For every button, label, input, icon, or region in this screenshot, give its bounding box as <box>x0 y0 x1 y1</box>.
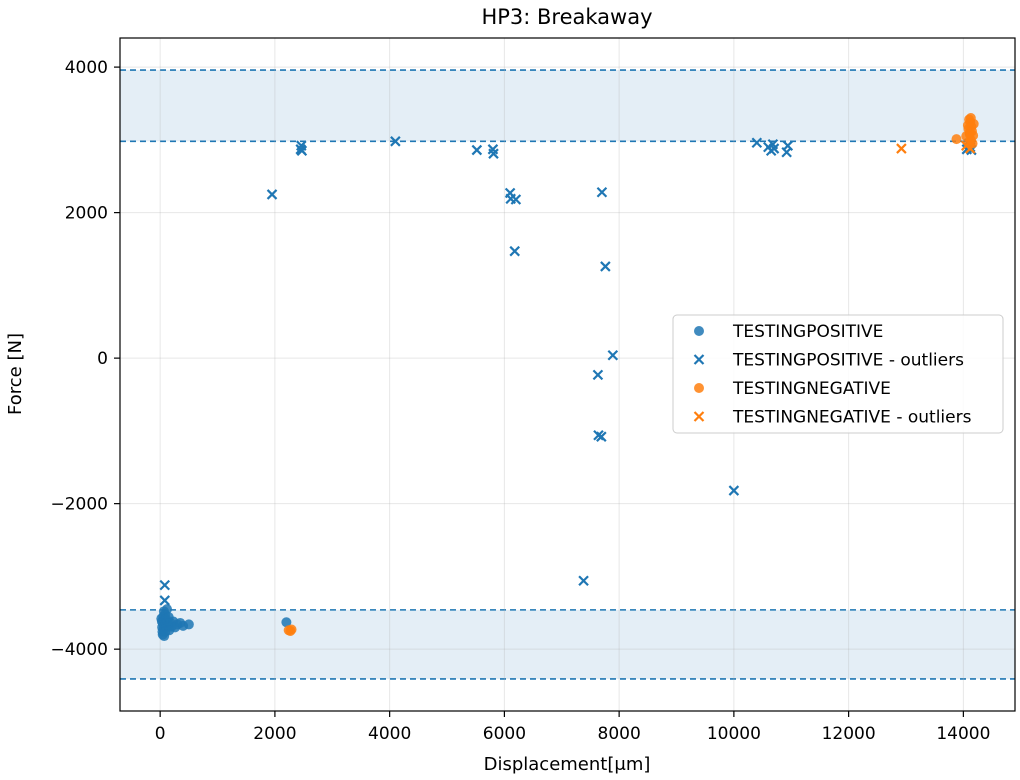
point-s1-15 <box>592 369 604 381</box>
point-s1-21 <box>728 485 740 496</box>
point-s1-17 <box>596 431 607 442</box>
point-s3-2 <box>964 143 976 154</box>
x-tick-label-4: 8000 <box>598 724 641 744</box>
point-s1-28 <box>782 140 794 151</box>
x-tick-label-7: 14000 <box>936 724 990 744</box>
x-tick-label-5: 10000 <box>707 724 761 744</box>
y-tick-label-4: 4000 <box>65 58 108 78</box>
x-axis-label: Displacement[μm] <box>484 754 651 775</box>
point-s1-26-stroke-b <box>768 143 780 154</box>
point-s1-27-stroke-b <box>781 146 792 158</box>
y-tick-label-3: 2000 <box>65 204 108 224</box>
axis-ticks: 0 2000 4000 6000 8000 10000 12000 14000 −4000 −20… <box>50 58 990 744</box>
point-s1-7-stroke-b <box>471 144 483 156</box>
point-s3-0 <box>896 143 907 154</box>
point-s1-22-stroke-b <box>751 137 763 149</box>
point-s0-17 <box>162 604 173 615</box>
y-tick-label-0: −4000 <box>50 640 108 660</box>
x-tick-label-1: 2000 <box>253 724 296 744</box>
point-s1-20-stroke-b <box>607 349 619 361</box>
point-s2-3 <box>951 134 962 145</box>
legend-marker-1 <box>693 354 705 365</box>
point-s1-26 <box>768 143 780 154</box>
point-s1-18-stroke-b <box>596 186 608 198</box>
point-s1-9 <box>488 148 499 159</box>
x-tick-label-6: 12000 <box>822 724 876 744</box>
point-s1-2 <box>266 189 278 200</box>
point-s1-17-stroke-b <box>596 431 607 442</box>
point-s0-30 <box>281 617 292 628</box>
point-s1-9-stroke-b <box>488 148 499 159</box>
legend: TESTINGPOSITIVE TESTINGPOSITIVE - outlier… <box>672 314 1004 434</box>
legend-marker-1-stroke-b <box>693 354 705 365</box>
reference-bands <box>120 69 1015 680</box>
legend-marker-0 <box>694 326 704 336</box>
point-s1-8-stroke-b <box>487 144 499 155</box>
x-tick-label-3: 6000 <box>483 724 526 744</box>
y-tick-label-2: 0 <box>97 349 108 369</box>
legend-label-2: TESTINGNEGATIVE <box>732 379 891 399</box>
point-s1-25-stroke-b <box>767 138 779 150</box>
point-s1-20 <box>607 349 619 361</box>
point-s1-2-stroke-b <box>266 189 278 200</box>
legend-label-3: TESTINGNEGATIVE - outliers <box>732 408 972 428</box>
series-2 <box>283 113 979 636</box>
point-s1-15-stroke-b <box>592 369 604 381</box>
legend-marker-3-stroke-b <box>693 411 705 422</box>
point-s1-11-stroke-b <box>505 193 516 205</box>
point-s1-28-stroke-b <box>782 140 794 151</box>
point-s2-18 <box>965 113 976 124</box>
point-s1-1 <box>159 595 171 606</box>
point-s1-14 <box>578 575 589 587</box>
point-s1-6-stroke-b <box>390 136 401 147</box>
point-s1-22 <box>751 137 763 149</box>
point-s2-2 <box>286 624 297 635</box>
point-s1-12-stroke-b <box>510 194 522 205</box>
point-s0-29 <box>183 619 194 630</box>
point-s1-6 <box>390 136 401 147</box>
legend-label-0: TESTINGPOSITIVE <box>732 322 883 342</box>
point-s1-7 <box>471 144 483 156</box>
point-s1-13-stroke-b <box>509 245 520 257</box>
x-tick-label-2: 4000 <box>368 724 411 744</box>
point-s1-5 <box>296 145 308 157</box>
point-s3-0-stroke-b <box>896 143 907 154</box>
legend-marker-3 <box>693 411 705 422</box>
series-3 <box>896 140 976 154</box>
point-s2-17 <box>964 129 975 140</box>
point-s1-13 <box>509 245 520 257</box>
legend-label-1: TESTINGPOSITIVE - outliers <box>732 351 964 371</box>
legend-marker-2 <box>694 383 704 393</box>
series-0 <box>156 604 292 642</box>
point-s3-2-stroke-b <box>964 143 976 154</box>
point-s1-12 <box>510 194 522 205</box>
point-s1-5-stroke-b <box>296 145 308 157</box>
point-s1-19-stroke-b <box>600 261 611 272</box>
point-s1-14-stroke-b <box>578 575 589 587</box>
tolerance-band-0 <box>120 70 1015 142</box>
point-s1-0-stroke-b <box>159 579 171 591</box>
y-axis-label: Force [N] <box>5 333 26 415</box>
point-s1-0 <box>159 579 171 591</box>
tolerance-band-1 <box>120 609 1015 679</box>
point-s1-18 <box>596 186 608 198</box>
point-s1-1-stroke-b <box>159 595 171 606</box>
y-tick-label-1: −2000 <box>50 495 108 515</box>
x-tick-label-0: 0 <box>155 724 166 744</box>
point-s1-21-stroke-b <box>728 485 740 496</box>
legend-box <box>672 314 1004 434</box>
point-s1-19 <box>600 261 611 272</box>
chart-title: HP3: Breakaway <box>481 5 652 29</box>
data-points <box>156 113 979 642</box>
plot-frame <box>119 37 1016 712</box>
